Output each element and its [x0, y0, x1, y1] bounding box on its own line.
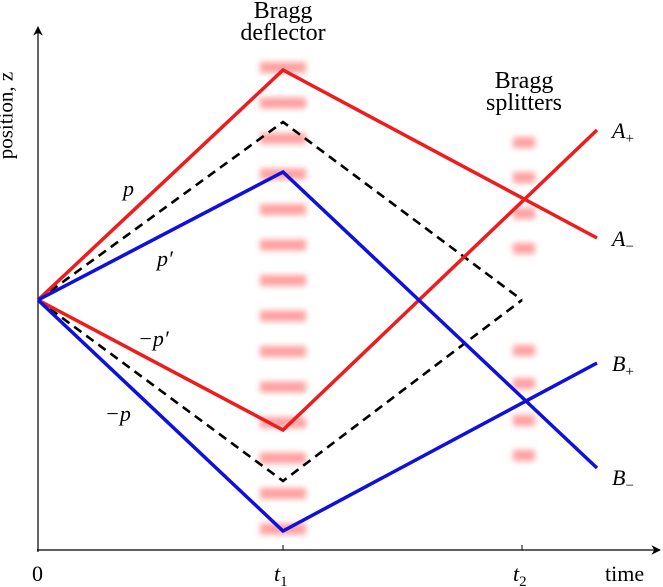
deflector-pulse-bar	[260, 239, 306, 251]
bragg-splitter-pulses	[513, 137, 535, 461]
origin-label: 0	[32, 561, 43, 586]
red-path-lower	[37, 128, 599, 433]
splitter-pulse-bar	[513, 172, 535, 183]
blue-path-upper	[37, 169, 599, 470]
y-axis-label: position, z	[0, 72, 18, 160]
deflector-pulse-bar	[260, 133, 306, 144]
output-a-minus: A−	[612, 228, 634, 255]
deflector-line2: deflector	[240, 20, 326, 46]
dashed-path-upper	[37, 120, 523, 302]
splitter-pulse-bar	[513, 345, 535, 356]
deflector-pulse-bar	[260, 381, 306, 393]
t1-base: t	[274, 561, 281, 586]
output-b-minus: B−	[612, 467, 634, 494]
t2-base: t	[513, 561, 520, 586]
t2-label: t2	[513, 563, 527, 587]
momentum-p-label: p	[123, 176, 134, 201]
splitter-pulse-bar	[513, 450, 535, 461]
splitter-pulse-bar	[513, 137, 535, 148]
bragg-deflector-label: Bragg deflector	[233, 0, 333, 46]
blue-path-lower	[36, 298, 598, 534]
deflector-pulse-bar	[260, 346, 306, 357]
deflector-line1: Bragg	[253, 0, 313, 24]
momentum-neg-p-label: −p	[105, 401, 131, 426]
splitter-pulse-bar	[513, 208, 535, 219]
momentum-neg-p-prime-label: −p′	[138, 326, 169, 351]
deflector-pulse-bar	[260, 62, 306, 73]
splitter-pulse-bar	[513, 243, 535, 254]
b-plus-base: B	[612, 351, 626, 376]
deflector-pulse-bar	[260, 452, 306, 464]
deflector-pulse-bar	[260, 97, 306, 109]
red-path-upper	[36, 67, 598, 302]
b-plus-sub: +	[625, 364, 634, 380]
momentum-p-prime-label: p′	[157, 246, 173, 271]
b-minus-sub: −	[625, 478, 634, 494]
splitter-pulse-bar	[513, 378, 535, 389]
deflector-pulse-bar	[260, 310, 306, 322]
a-plus-base: A	[612, 118, 626, 143]
deflector-pulse-bar	[260, 204, 306, 215]
deflector-pulse-bar	[260, 417, 306, 428]
bragg-splitters-label: Bragg splitters	[474, 68, 574, 116]
a-minus-base: A	[612, 226, 626, 251]
deflector-pulse-bar	[260, 275, 306, 286]
a-plus-sub: +	[625, 131, 634, 147]
t1-label: t1	[274, 563, 288, 587]
output-a-plus: A+	[612, 120, 634, 147]
splitter-pulse-bar	[513, 415, 535, 426]
splitters-line2: splitters	[486, 90, 562, 116]
output-b-plus: B+	[612, 353, 634, 380]
t1-sub: 1	[280, 574, 288, 587]
t2-sub: 2	[519, 574, 527, 587]
b-minus-base: B	[612, 465, 626, 490]
deflector-pulse-bar	[260, 488, 306, 499]
x-axis-label: time	[605, 561, 645, 586]
a-minus-sub: −	[625, 239, 634, 255]
dashed-path-lower	[37, 298, 523, 483]
splitters-line1: Bragg	[494, 68, 554, 94]
